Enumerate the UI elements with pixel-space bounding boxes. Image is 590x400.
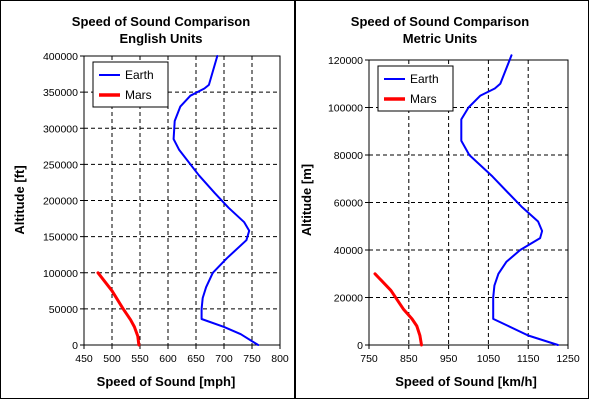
- grid-lines: [84, 56, 280, 345]
- x-tick-label: 500: [103, 353, 121, 365]
- series-line-mars: [373, 272, 423, 347]
- x-tick-label: 850: [400, 353, 418, 365]
- legend-box: [377, 65, 454, 112]
- chart-title: Speed of Sound Comparison: [351, 14, 529, 29]
- chart-metric-units: Speed of Sound Comparison Metric Units A…: [299, 14, 580, 389]
- y-tick-label: 0: [357, 340, 363, 352]
- x-tick-label: 450: [75, 353, 93, 365]
- chart-title: Speed of Sound Comparison: [72, 14, 250, 29]
- x-tick-label: 550: [131, 353, 149, 365]
- y-axis-label: Altitude [m]: [299, 164, 314, 236]
- y-tick-label: 40000: [334, 245, 363, 257]
- series-line-earth: [460, 54, 559, 346]
- x-tick-label: 750: [360, 353, 378, 365]
- x-tick-label: 950: [440, 353, 458, 365]
- series-line-earth: [172, 55, 260, 346]
- series-lines: [96, 55, 260, 347]
- chart-subtitle: English Units: [119, 31, 202, 46]
- y-tick-label: 250000: [43, 159, 78, 171]
- series-line-mars: [96, 271, 141, 347]
- legend-box: [92, 61, 169, 108]
- x-axis-label: Speed of Sound [mph]: [97, 374, 236, 389]
- y-tick-label: 300000: [43, 123, 78, 135]
- x-axis-label: Speed of Sound [km/h]: [395, 374, 537, 389]
- x-tick-label: 1050: [477, 353, 501, 365]
- y-tick-label: 150000: [43, 232, 78, 244]
- tick-labels: 750 850 950 1050 1150 1250 0 20000 40000 60000 800…: [328, 55, 580, 365]
- x-tick-label: 600: [159, 353, 177, 365]
- legend-label-earth: Earth: [410, 72, 439, 86]
- y-tick-label: 80000: [334, 150, 363, 162]
- series-lines: [373, 54, 559, 347]
- chart-subtitle: Metric Units: [403, 31, 477, 46]
- legend: Earth Mars: [377, 65, 454, 112]
- y-tick-label: 350000: [43, 87, 78, 99]
- y-tick-label: 400000: [43, 51, 78, 63]
- x-tick-label: 750: [243, 353, 261, 365]
- y-tick-label: 120000: [328, 55, 363, 67]
- y-tick-label: 60000: [334, 198, 363, 210]
- x-tick-label: 1150: [517, 353, 540, 365]
- legend: Earth Mars: [92, 61, 169, 108]
- x-tick-label: 650: [187, 353, 205, 365]
- y-tick-label: 20000: [334, 293, 363, 305]
- legend-label-mars: Mars: [410, 92, 437, 106]
- x-tick-label: 700: [215, 353, 233, 365]
- y-tick-label: 50000: [49, 304, 78, 316]
- legend-label-earth: Earth: [125, 68, 154, 82]
- y-axis-label: Altitude [ft]: [12, 165, 27, 234]
- x-tick-label: 1250: [556, 353, 580, 365]
- tick-labels: 450 500 550 600 650 700 750 800 0 50000 100000 1500…: [43, 51, 289, 365]
- chart-english-units: Speed of Sound Comparison English Units …: [12, 14, 289, 389]
- y-tick-label: 0: [72, 340, 78, 352]
- x-tick-label: 800: [271, 353, 289, 365]
- y-tick-label: 100000: [43, 268, 78, 280]
- y-tick-label: 100000: [328, 103, 363, 115]
- legend-label-mars: Mars: [125, 88, 152, 102]
- y-tick-label: 200000: [43, 196, 78, 208]
